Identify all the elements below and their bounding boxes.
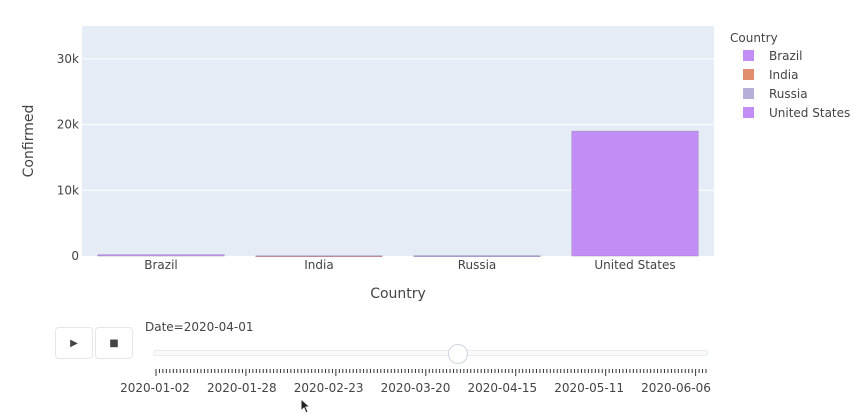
slider-track[interactable] bbox=[153, 350, 708, 356]
play-icon: ▶ bbox=[70, 337, 78, 349]
stop-button[interactable]: ■ bbox=[95, 327, 133, 359]
x-tick-labels: Brazil India Russia United States bbox=[144, 258, 675, 272]
legend-swatch[interactable] bbox=[743, 107, 754, 118]
x-tick-label: India bbox=[304, 258, 333, 272]
slider-tick-label: 2020-06-06 bbox=[641, 381, 711, 395]
slider-handle[interactable] bbox=[448, 344, 469, 364]
slider-tick-label: 2020-02-23 bbox=[294, 381, 364, 395]
legend-title: Country bbox=[730, 31, 778, 45]
bar-brazil bbox=[97, 254, 225, 257]
legend-swatch[interactable] bbox=[743, 88, 754, 99]
legend-label[interactable]: Russia bbox=[769, 87, 808, 101]
x-tick-label: Brazil bbox=[144, 258, 178, 272]
x-tick-label: United States bbox=[594, 258, 675, 272]
slider-tick-label: 2020-01-28 bbox=[207, 381, 277, 395]
slider-tick-labels: 2020-01-02 2020-01-28 2020-02-23 2020-03-20… bbox=[120, 381, 711, 395]
bar-india bbox=[255, 255, 383, 258]
y-axis-title: Confirmed bbox=[21, 105, 37, 178]
legend-swatch[interactable] bbox=[743, 69, 754, 80]
x-tick-label: Russia bbox=[458, 258, 497, 272]
slider-tick-label: 2020-05-11 bbox=[554, 381, 624, 395]
y-tick-labels: 0 10k 20k 30k bbox=[57, 52, 79, 263]
slider-current-value: Date=2020-04-01 bbox=[145, 320, 254, 334]
y-tick-label: 0 bbox=[71, 249, 79, 263]
stop-icon: ■ bbox=[109, 337, 119, 349]
legend-label[interactable]: United States bbox=[769, 106, 850, 120]
legend-swatch[interactable] bbox=[743, 50, 754, 61]
bar-russia bbox=[413, 255, 541, 257]
x-axis-title: Country bbox=[370, 286, 426, 302]
slider-tick-label: 2020-04-15 bbox=[467, 381, 537, 395]
y-tick-label: 20k bbox=[57, 118, 79, 132]
slider-ticks bbox=[155, 369, 707, 376]
legend-label[interactable]: India bbox=[769, 68, 798, 82]
bars bbox=[97, 130, 699, 258]
slider-tick-label: 2020-03-20 bbox=[381, 381, 451, 395]
bar-united-states bbox=[571, 130, 699, 257]
legend: Country Brazil India Russia United States bbox=[730, 31, 850, 120]
play-button[interactable]: ▶ bbox=[55, 327, 93, 359]
y-tick-label: 10k bbox=[57, 183, 79, 197]
y-tick-label: 30k bbox=[57, 52, 79, 66]
legend-label[interactable]: Brazil bbox=[769, 49, 803, 63]
slider-tick-label: 2020-01-02 bbox=[120, 381, 190, 395]
